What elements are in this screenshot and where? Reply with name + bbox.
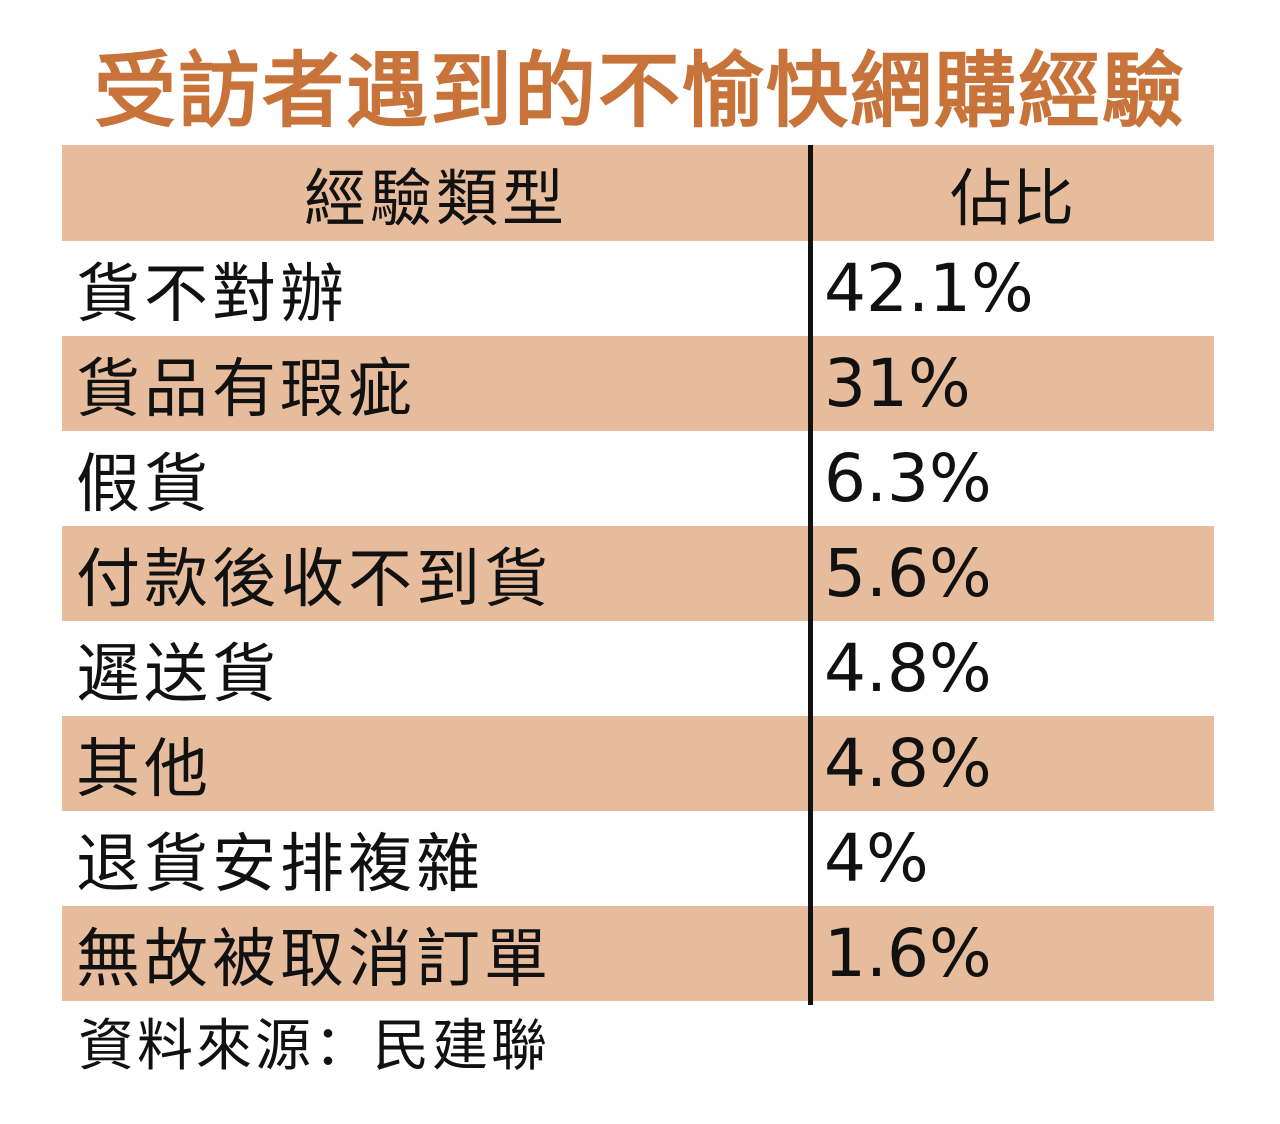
table-row: 退貨安排複雜 4% (62, 811, 1214, 906)
experience-type-cell: 付款後收不到貨 (76, 542, 552, 617)
experience-type-cell: 遲送貨 (76, 637, 280, 712)
share-value-cell: 4.8% (824, 630, 992, 707)
experience-type-cell: 貨品有瑕疵 (76, 352, 416, 427)
experience-type-cell: 假貨 (76, 447, 212, 522)
experience-table: 經驗類型 佔比 貨不對辦 42.1% 貨品有瑕疵 31% 假貨 6.3% 付款後… (62, 145, 1214, 1001)
table-row: 無故被取消訂單 1.6% (62, 906, 1214, 1001)
share-value-cell: 6.3% (824, 440, 992, 517)
source-note: 資料來源：民建聯 (78, 1014, 550, 1079)
experience-type-cell: 其他 (76, 732, 212, 807)
share-value-cell: 1.6% (824, 915, 992, 992)
share-value-cell: 5.6% (824, 535, 992, 612)
table-row: 遲送貨 4.8% (62, 621, 1214, 716)
chart-title: 受訪者遇到的不愉快網購經驗 (93, 44, 1186, 139)
share-value-cell: 4.8% (824, 725, 992, 802)
table-row: 貨品有瑕疵 31% (62, 336, 1214, 431)
header-share: 佔比 (949, 162, 1074, 235)
table-row: 其他 4.8% (62, 716, 1214, 811)
table-row: 付款後收不到貨 5.6% (62, 526, 1214, 621)
experience-type-cell: 退貨安排複雜 (76, 827, 484, 902)
experience-type-cell: 貨不對辦 (76, 257, 348, 332)
table-header-row: 經驗類型 佔比 (62, 145, 1214, 241)
share-value-cell: 42.1% (824, 250, 1034, 327)
share-value-cell: 31% (824, 345, 971, 422)
experience-type-cell: 無故被取消訂單 (76, 922, 552, 997)
table-row: 假貨 6.3% (62, 431, 1214, 526)
table-row: 貨不對辦 42.1% (62, 241, 1214, 336)
column-divider (808, 145, 813, 1005)
share-value-cell: 4% (824, 820, 929, 897)
header-experience-type: 經驗類型 (303, 162, 568, 235)
